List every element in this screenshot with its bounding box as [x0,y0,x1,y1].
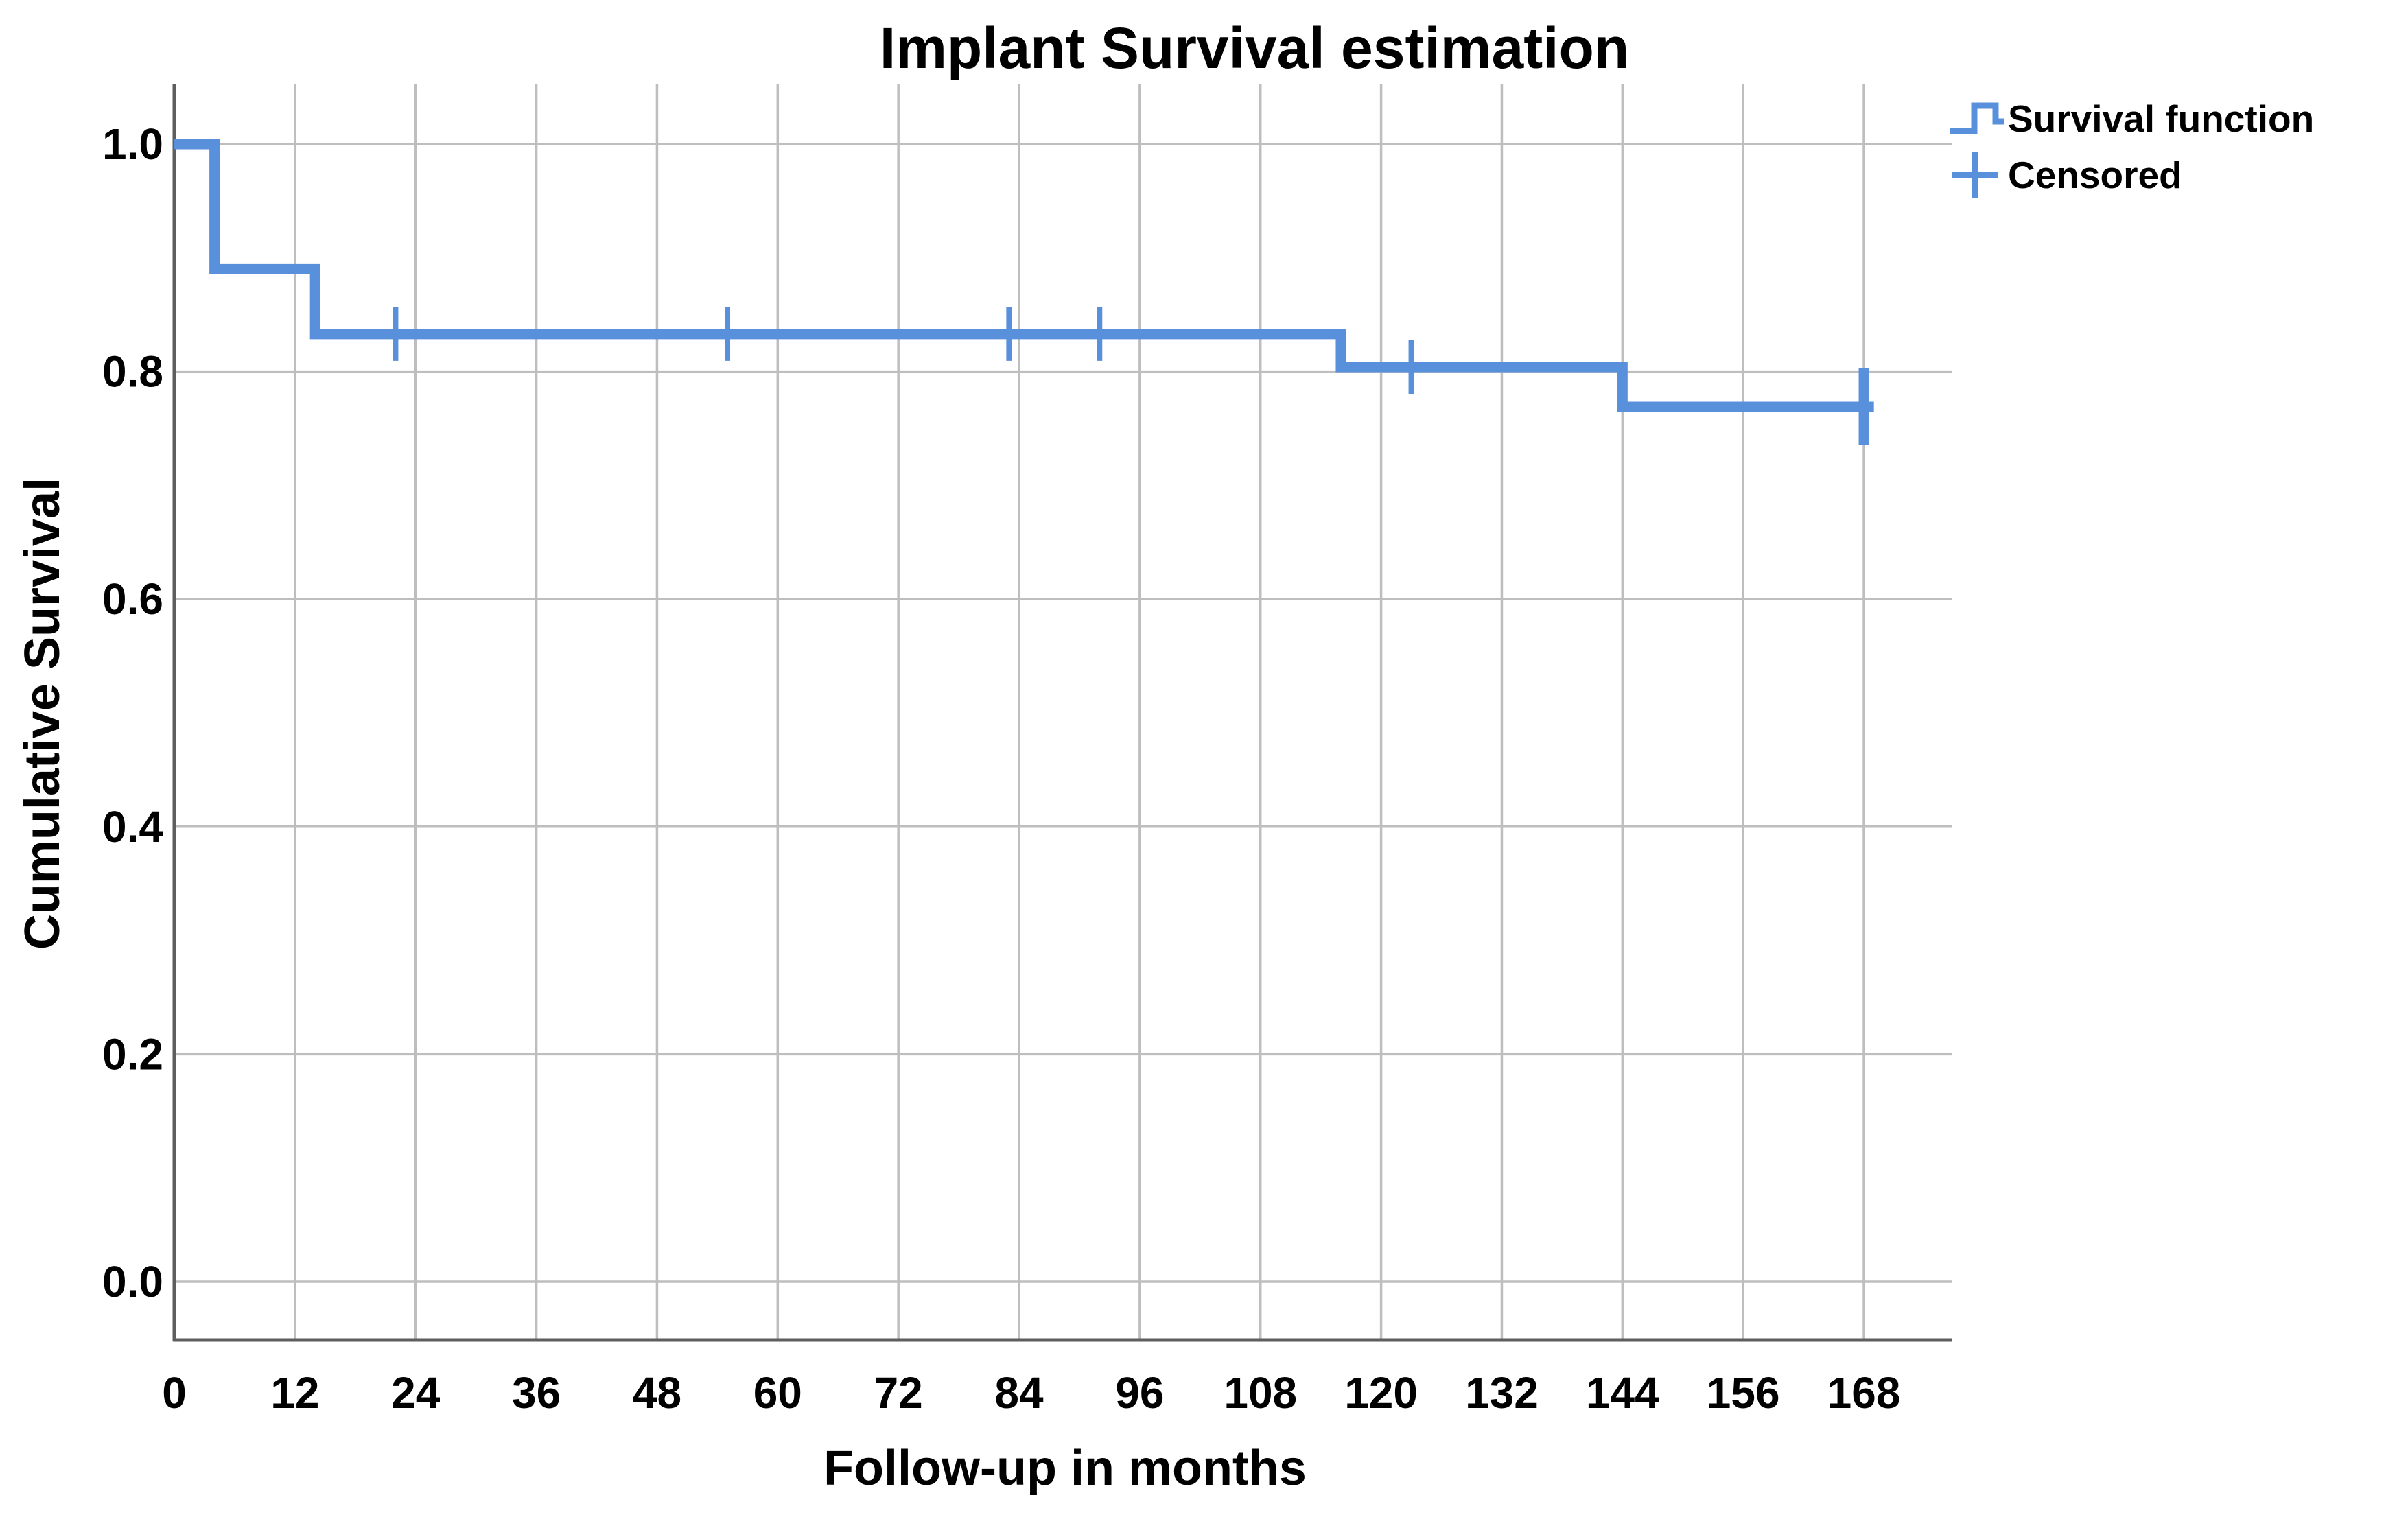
y-tick-label: 0.6 [102,574,163,624]
survival-function-step-line-icon [1949,91,2005,147]
x-tick-label: 12 [270,1368,319,1418]
legend-label-censored: Censored [2008,154,2182,196]
axes [172,84,1952,1342]
survival-series [174,139,1874,412]
x-tick-label: 96 [1115,1368,1164,1418]
x-axis-title: Follow-up in months [823,1441,1307,1496]
x-tick-label: 108 [1224,1368,1297,1418]
x-tick-label: 36 [512,1368,561,1418]
legend-item-survival-function: Survival function [1949,91,2314,147]
x-tick-label: 0 [162,1368,187,1418]
x-tick-labels: 0 12 24 36 48 60 72 84 96 108 120 132 144 156 168 [162,1368,1900,1418]
x-tick-label: 48 [633,1368,681,1418]
survival-curve [174,139,1874,412]
censor-marks [393,307,1869,445]
x-tick-label: 72 [874,1368,923,1418]
chart-title: Implant Survival estimation [879,16,1630,80]
x-tick-label: 168 [1827,1368,1901,1418]
x-tick-label: 84 [994,1368,1044,1418]
x-tick-label: 60 [753,1368,802,1418]
y-tick-label: 0.4 [102,802,163,852]
gridlines [174,84,1952,1340]
legend-item-censored: Censored [1949,147,2314,203]
y-tick-label: 1.0 [102,119,163,169]
legend-label-survival-function: Survival function [2008,97,2315,140]
y-tick-label: 0.8 [102,347,163,397]
x-tick-label: 120 [1344,1368,1418,1418]
y-tick-label: 0.2 [102,1029,163,1079]
y-tick-label: 0.0 [102,1257,163,1306]
x-tick-label: 144 [1586,1368,1659,1418]
censored-plus-icon [1949,147,2005,203]
legend: Survival function Censored [1949,91,2314,203]
x-tick-label: 156 [1707,1368,1780,1418]
x-tick-label: 24 [391,1368,441,1418]
x-tick-label: 132 [1465,1368,1539,1418]
y-tick-labels: 0.0 0.2 0.4 0.6 0.8 1.0 [102,119,163,1306]
